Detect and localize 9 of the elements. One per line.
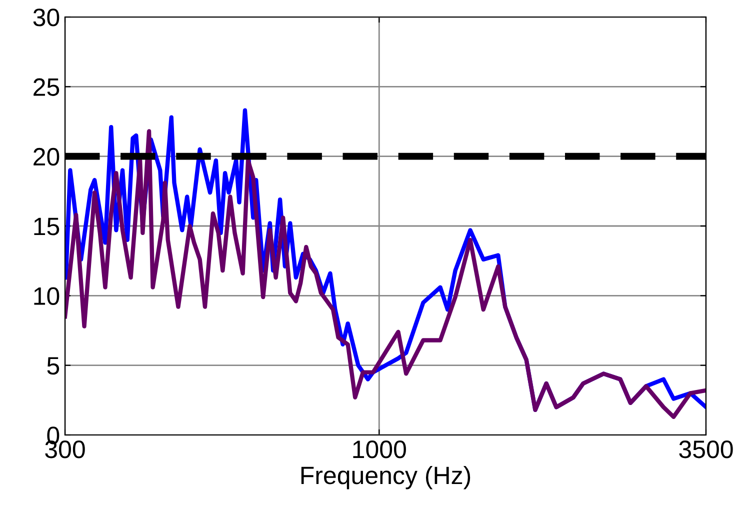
- x-axis-title: Frequency (Hz): [301, 466, 470, 490]
- y-tick-label: 10: [34, 287, 60, 305]
- y-tick-label: 5: [47, 357, 60, 375]
- x-tick-label: 3500: [679, 440, 733, 458]
- x-tick-label: 1000: [353, 440, 406, 458]
- y-tick-label: 20: [34, 148, 60, 166]
- y-tick-label: 15: [34, 218, 60, 236]
- y-tick-label: 30: [33, 8, 60, 26]
- y-tick-label: 25: [34, 78, 60, 96]
